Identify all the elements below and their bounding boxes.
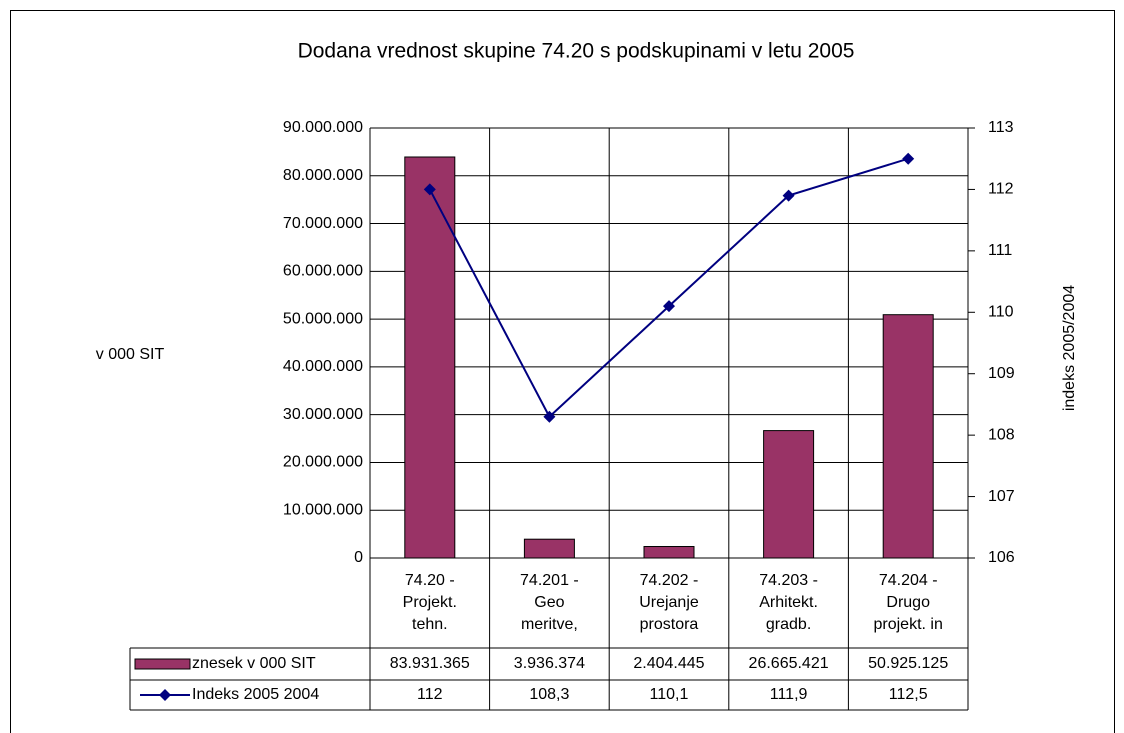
- chart-border: [10, 10, 1115, 733]
- line: [428, 157, 909, 419]
- category-label: 74.203 - Arhitekt. gradb.: [759, 572, 818, 633]
- line-marker: [663, 300, 675, 313]
- y2-tick-label: 110: [988, 304, 1014, 321]
- y-tick-label: 20.000.000: [283, 454, 363, 471]
- table-value: 2.404.445: [633, 655, 705, 672]
- y-tick-label: 10.000.000: [283, 501, 363, 518]
- category-label: 74.201 - Geo meritve,: [520, 572, 579, 633]
- table-value: 108,3: [529, 686, 570, 703]
- y2-tick-label: 106: [988, 549, 1015, 566]
- y-tick-label: 90.000.000: [283, 119, 363, 136]
- y-axis-label: v 000 SIT: [96, 346, 165, 363]
- y2-tick-label: 108: [988, 426, 1015, 443]
- legend-label: znesek v 000 SIT: [192, 655, 316, 672]
- table-value: 110,1: [649, 686, 689, 703]
- table-value: 3.936.374: [513, 655, 585, 672]
- y-tick-label: 0: [354, 549, 363, 566]
- y2-tick-label: 107: [988, 488, 1015, 505]
- line-marker: [782, 189, 795, 202]
- bar: [523, 538, 575, 559]
- y-tick-label: 70.000.000: [283, 215, 363, 232]
- bar: [763, 430, 815, 559]
- category-label: 74.202 - Urejanje prostora: [639, 572, 699, 633]
- line-marker: [543, 410, 556, 423]
- y2-tick-label: 111: [988, 242, 1012, 259]
- legend-key: [134, 658, 191, 670]
- legend-label: Indeks 2005 2004: [192, 686, 320, 703]
- table-value: 26.665.421: [748, 655, 829, 672]
- y-tick-label: 40.000.000: [283, 358, 363, 375]
- category-label: 74.20 - Projekt. tehn.: [402, 572, 457, 633]
- chart-title: Dodana vrednost skupine 74.20 s podskupi…: [298, 40, 855, 63]
- category-label: 74.204 - Drugo projekt. in: [873, 572, 943, 633]
- bar: [643, 546, 695, 559]
- table-value: 112,5: [888, 686, 928, 703]
- table-value: 50.925.125: [868, 655, 949, 672]
- y2-tick-label: 109: [988, 365, 1015, 382]
- table-value: 112: [417, 686, 443, 703]
- y-tick-label: 80.000.000: [283, 167, 363, 184]
- y2-axis-label: indeks 2005/2004: [1061, 285, 1078, 411]
- y-tick-label: 50.000.000: [283, 310, 363, 327]
- y2-tick-label: 112: [988, 181, 1014, 198]
- y2-tick-label: 113: [988, 119, 1014, 136]
- bar: [404, 156, 456, 559]
- y-tick-label: 30.000.000: [283, 406, 363, 423]
- line-marker: [902, 152, 915, 165]
- table-value: 111,9: [769, 686, 808, 703]
- y-tick-label: 60.000.000: [283, 263, 363, 280]
- line-marker: [423, 183, 436, 196]
- legend-key-marker: [159, 689, 171, 701]
- bar: [882, 314, 934, 559]
- table-value: 83.931.365: [389, 655, 470, 672]
